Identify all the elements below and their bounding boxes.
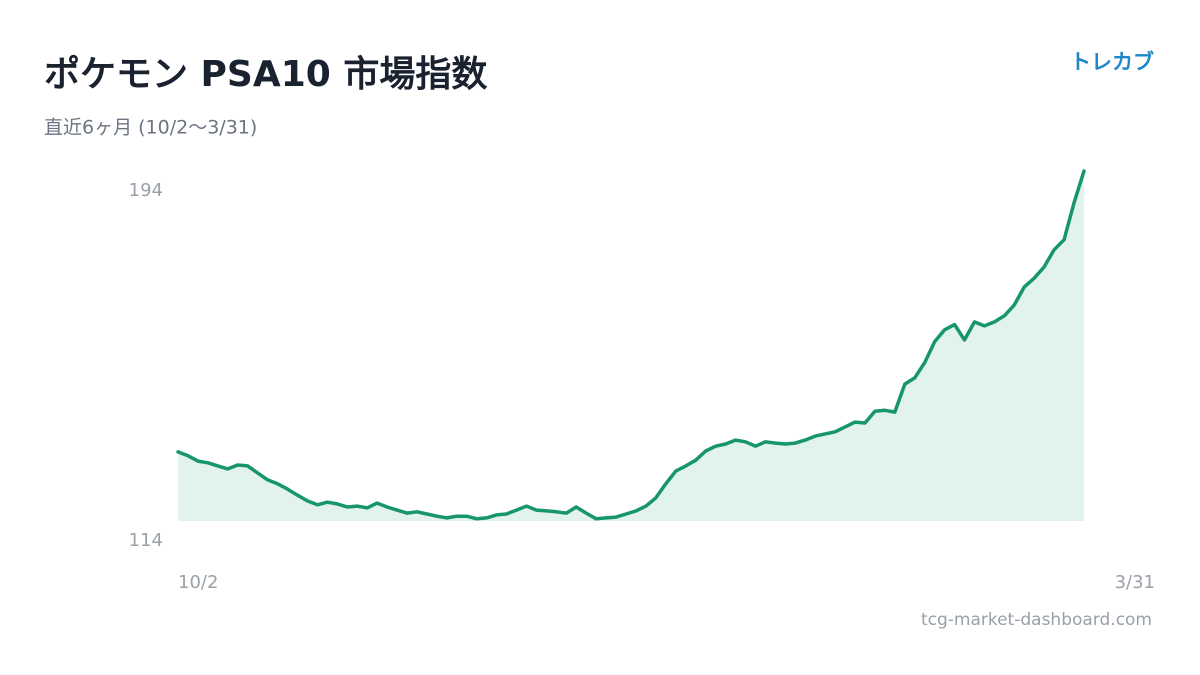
area-fill <box>178 171 1084 521</box>
footer-site: tcg-market-dashboard.com <box>921 610 1152 630</box>
chart-title: ポケモン PSA10 市場指数 <box>44 53 487 95</box>
y-tick-label: 114 <box>129 530 163 551</box>
y-tick-label: 194 <box>129 180 163 201</box>
brand: トレカブ <box>1070 50 1154 74</box>
chart-subtitle: 直近6ヶ月 (10/2〜3/31) <box>44 117 257 139</box>
x-tick-label: 3/31 <box>1115 572 1155 593</box>
line <box>176 169 1086 521</box>
x-tick-label: 10/2 <box>178 572 218 593</box>
